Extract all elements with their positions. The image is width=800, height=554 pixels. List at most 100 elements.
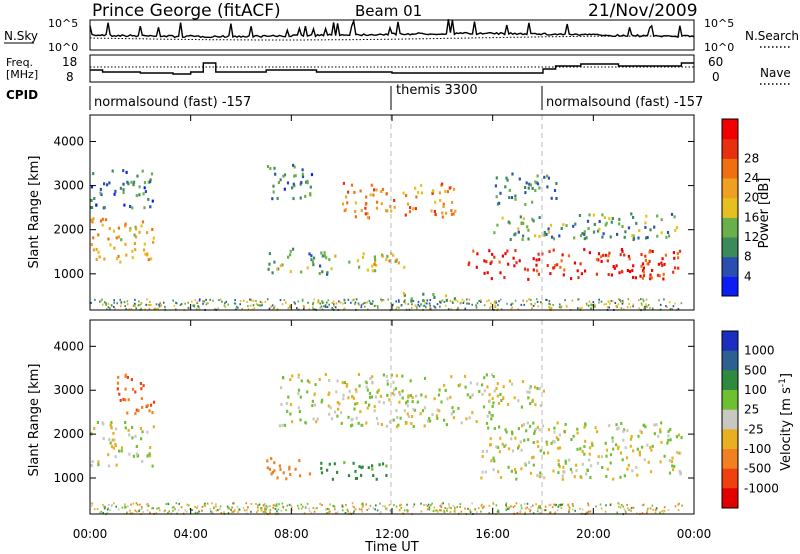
echo-cell	[617, 426, 620, 430]
echo-cell	[547, 428, 550, 432]
echo-cell	[579, 507, 581, 510]
echo-cell	[93, 508, 96, 511]
echo-cell	[122, 188, 125, 192]
echo-cell	[489, 437, 492, 441]
echo-cell	[558, 433, 561, 437]
echo-cell	[242, 299, 245, 302]
echo-cell	[255, 503, 257, 505]
echo-cell	[402, 191, 405, 195]
echo-cell	[321, 300, 323, 303]
echo-cell	[622, 438, 625, 442]
echo-cell	[528, 508, 530, 510]
echo-cell	[361, 423, 364, 427]
echo-cell	[346, 508, 349, 511]
echo-cell	[605, 221, 608, 225]
echo-cell	[605, 448, 609, 452]
echo-cell	[421, 409, 425, 413]
echo-cell	[651, 307, 654, 310]
echo-cell	[151, 411, 154, 415]
echo-cell	[311, 399, 314, 403]
echo-cell	[273, 461, 276, 465]
echo-cell	[663, 454, 666, 458]
echo-cell	[624, 446, 627, 450]
echo-cell	[265, 508, 268, 511]
echo-cell	[558, 504, 560, 507]
echo-cell	[353, 407, 356, 411]
echo-cell	[589, 510, 592, 513]
echo-cell	[259, 304, 262, 307]
echo-cell	[536, 300, 539, 303]
echo-cell	[554, 511, 557, 514]
echo-cell	[555, 197, 558, 200]
echo-cell	[620, 307, 623, 310]
echo-cell	[440, 505, 443, 508]
echo-cell	[559, 303, 561, 306]
echo-cell	[109, 307, 111, 310]
echo-cell	[529, 471, 533, 475]
echo-cell	[309, 193, 312, 197]
nave-tick-bottom: 0	[712, 70, 720, 84]
echo-cell	[423, 504, 425, 506]
echo-cell	[215, 503, 217, 506]
echo-cell	[506, 249, 509, 253]
colorbar-swatch	[722, 468, 738, 489]
echo-cell	[570, 277, 573, 281]
echo-cell	[146, 252, 149, 256]
echo-cell	[655, 507, 658, 510]
echo-cell	[585, 511, 588, 514]
echo-cell	[301, 168, 304, 172]
echo-cell	[579, 262, 582, 266]
echo-cell	[499, 298, 502, 301]
echo-cell	[116, 302, 118, 305]
echo-cell	[312, 307, 314, 310]
echo-cell	[660, 261, 663, 265]
echo-cell	[545, 232, 548, 236]
echo-cell	[357, 421, 360, 425]
echo-cell	[140, 307, 142, 310]
echo-cell	[149, 178, 152, 182]
echo-cell	[266, 466, 269, 470]
colorbar-tick-label: -25	[744, 422, 764, 436]
echo-cell	[132, 502, 135, 505]
echo-cell	[135, 445, 138, 448]
echo-cell	[434, 200, 437, 204]
echo-cell	[491, 397, 494, 401]
echo-cell	[134, 305, 136, 308]
echo-cell	[523, 267, 527, 271]
echo-cell	[653, 432, 656, 436]
echo-cell	[300, 181, 303, 184]
echo-cell	[529, 424, 532, 428]
echo-cell	[424, 395, 427, 399]
echo-cell	[429, 299, 432, 301]
echo-cell	[671, 456, 674, 460]
echo-cell	[361, 505, 364, 508]
echo-cell	[391, 391, 394, 395]
echo-cell	[618, 298, 620, 301]
echo-cell	[640, 253, 643, 257]
echo-cell	[141, 169, 144, 173]
echo-cell	[336, 414, 339, 418]
echo-cell	[511, 432, 514, 436]
echo-cell	[495, 445, 498, 449]
echo-cell	[246, 301, 248, 303]
echo-cell	[627, 226, 631, 230]
echo-cell	[592, 230, 596, 234]
echo-cell	[414, 304, 417, 307]
echo-cell	[119, 298, 121, 301]
echo-cell	[292, 247, 295, 251]
echo-cell	[505, 507, 508, 509]
echo-cell	[557, 459, 560, 463]
echo-cell	[417, 300, 420, 303]
echo-cell	[328, 391, 331, 395]
colorbar-tick-label: 24	[744, 171, 759, 185]
echo-cell	[497, 511, 500, 513]
echo-cell	[560, 259, 563, 263]
echo-cell	[519, 215, 522, 219]
echo-cell	[159, 301, 161, 304]
echo-cell	[371, 375, 374, 379]
echo-cell	[381, 254, 384, 258]
echo-cell	[621, 458, 624, 462]
echo-cell	[270, 305, 272, 308]
echo-cell	[411, 400, 414, 404]
echo-cell	[131, 256, 134, 260]
